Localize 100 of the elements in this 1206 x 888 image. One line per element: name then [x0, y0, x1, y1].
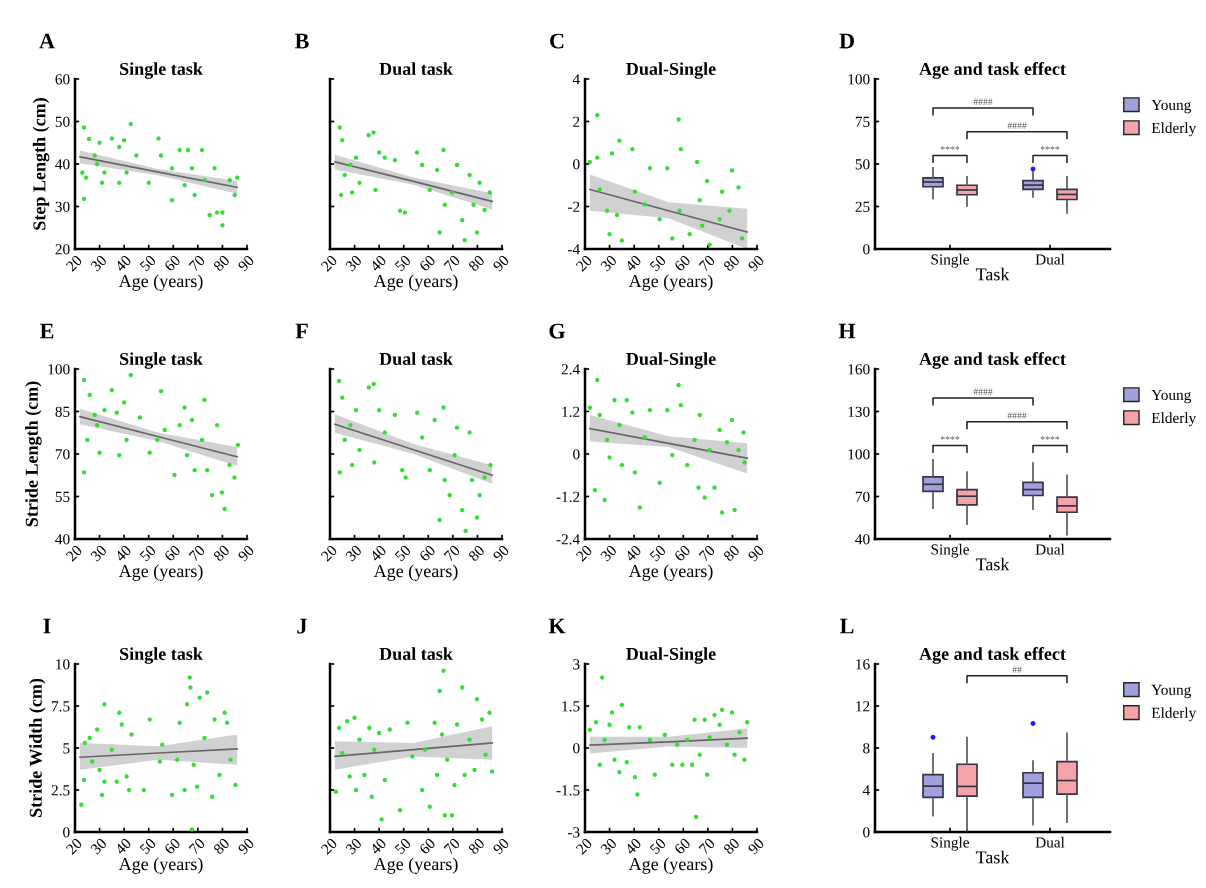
- point: [437, 517, 442, 523]
- y-tick-label: -4: [567, 244, 580, 255]
- point: [442, 813, 447, 818]
- point: [205, 467, 210, 473]
- point: [442, 477, 447, 483]
- point: [357, 737, 362, 742]
- annotation: ##: [1012, 666, 1022, 673]
- x-tick-label: 30: [600, 254, 618, 272]
- point: [617, 138, 622, 143]
- y-tick-label: 7.5: [52, 701, 70, 712]
- point: [97, 767, 102, 773]
- chart-title: Dual task: [379, 352, 453, 366]
- x-tick-label: 20: [320, 254, 338, 272]
- point: [704, 178, 710, 184]
- x-tick-label: Single: [931, 836, 969, 851]
- point: [719, 510, 725, 515]
- point: [387, 727, 392, 732]
- point: [182, 787, 187, 793]
- point: [487, 190, 492, 195]
- point: [647, 166, 653, 171]
- point: [402, 210, 408, 215]
- x-tick-label: 40: [114, 544, 132, 563]
- point: [697, 412, 702, 418]
- point: [704, 772, 710, 777]
- point: [477, 492, 482, 498]
- x-tick-label: 70: [698, 544, 716, 562]
- point: [403, 475, 408, 480]
- x-tick-label: 90: [237, 544, 255, 562]
- point: [147, 717, 152, 722]
- x-tick-label: 80: [722, 837, 741, 855]
- x-tick-label: 60: [673, 254, 691, 272]
- point: [445, 757, 450, 762]
- point: [342, 172, 347, 178]
- x-tick-label: 70: [443, 837, 461, 855]
- x-tick-label: 80: [722, 254, 741, 272]
- point: [632, 774, 638, 780]
- x-tick-label: 30: [90, 544, 108, 562]
- x-tick-label: 50: [394, 544, 412, 562]
- point: [92, 412, 97, 418]
- text: D: [839, 33, 854, 49]
- point: [607, 455, 612, 460]
- point: [228, 757, 233, 762]
- point: [602, 497, 607, 503]
- chart-title: Age and task effect: [919, 62, 1066, 79]
- point: [627, 725, 632, 730]
- text: J: [297, 618, 307, 634]
- x-tick-label: 80: [467, 837, 486, 855]
- point: [372, 747, 377, 752]
- y-tick-label: 160: [848, 364, 870, 375]
- point: [146, 180, 151, 185]
- x-axis-title: Age (years): [118, 857, 203, 874]
- annotation: ****: [940, 436, 960, 440]
- point: [86, 136, 92, 142]
- point: [371, 381, 376, 387]
- point: [109, 747, 115, 752]
- point: [340, 750, 345, 756]
- x-tick-label: Single: [931, 253, 969, 268]
- point: [419, 435, 425, 440]
- chart-title: Dual task: [379, 647, 453, 661]
- point: [717, 722, 722, 727]
- point: [697, 197, 702, 203]
- point: [102, 702, 107, 707]
- point: [415, 410, 420, 415]
- x-tick-label: 90: [747, 544, 765, 562]
- y-tick-label: 70: [55, 449, 70, 460]
- point: [434, 167, 440, 173]
- point: [90, 759, 95, 764]
- chart-title: Age and task effect: [919, 352, 1066, 369]
- point: [609, 151, 615, 156]
- point: [126, 787, 132, 793]
- point: [367, 725, 372, 731]
- x-tick-label: 50: [139, 837, 157, 855]
- x-tick-label: 40: [114, 254, 132, 273]
- point: [158, 153, 164, 158]
- x-tick-label: Dual: [1035, 543, 1065, 555]
- point: [427, 187, 432, 193]
- point: [347, 774, 352, 779]
- text: E: [39, 323, 54, 339]
- point: [82, 740, 88, 746]
- point: [83, 175, 89, 180]
- y-tick-label: -2.4: [556, 534, 580, 545]
- point: [692, 437, 697, 443]
- point: [207, 212, 212, 218]
- chart-title: Dual task: [379, 62, 453, 76]
- point: [177, 147, 182, 153]
- x-tick-label: 70: [698, 837, 716, 855]
- y-axis-title: Stride Length (cm): [25, 381, 42, 527]
- point: [94, 161, 100, 167]
- y-tick-label: 40: [55, 159, 70, 170]
- y-tick-label: 100: [848, 449, 870, 460]
- point: [642, 202, 647, 207]
- x-tick-label: 30: [345, 837, 363, 855]
- point: [741, 430, 746, 435]
- x-tick-label: 50: [649, 544, 667, 562]
- legend-label: Young: [1151, 684, 1192, 699]
- point: [232, 192, 237, 198]
- x-tick-label: 70: [188, 544, 206, 562]
- point: [724, 440, 730, 445]
- y-tick-label: 0: [863, 244, 870, 255]
- x-tick-label: 70: [698, 254, 716, 272]
